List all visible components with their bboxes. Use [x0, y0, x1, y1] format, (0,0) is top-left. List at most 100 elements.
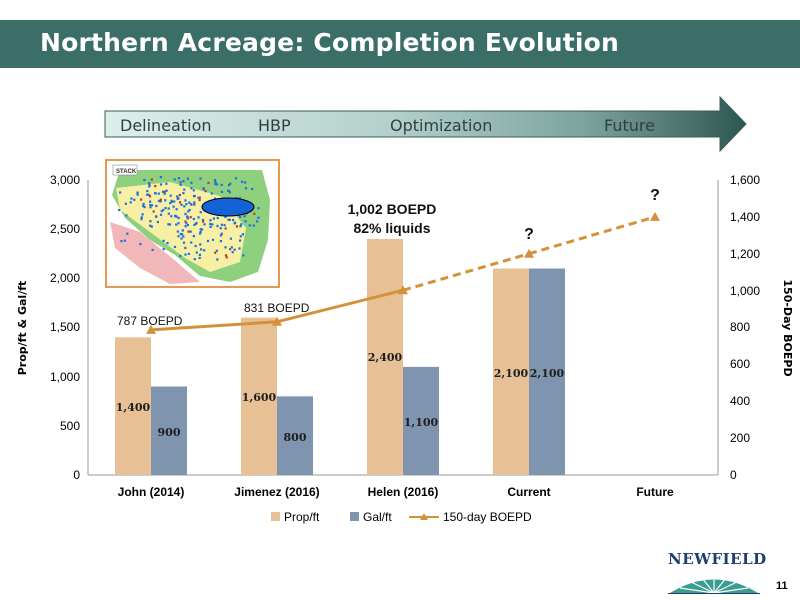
bar-label-gal-jimenez: 800 [284, 431, 307, 444]
bar-label-prop-john: 1,400 [116, 401, 151, 414]
map-well-point [235, 177, 238, 180]
map-well-point [190, 241, 193, 244]
map-well-point [192, 194, 196, 198]
map-well-point [149, 220, 152, 223]
map-well-point [177, 222, 180, 225]
map-well-point [133, 198, 136, 201]
stage-future: Future [604, 116, 655, 135]
logo-sunburst-icon [668, 576, 760, 594]
map-well-point [204, 190, 207, 193]
map-well-point [159, 198, 162, 201]
map-well-point [244, 187, 248, 190]
map-well-point [179, 181, 182, 184]
right-tick-label: 1,400 [730, 210, 760, 224]
bar-label-prop-jimenez: 1,600 [242, 391, 277, 404]
map-well-point [207, 181, 210, 184]
map-well-point [182, 235, 185, 238]
map-well-point [179, 254, 182, 257]
map-well-point [173, 245, 177, 248]
map-well-point [169, 202, 172, 205]
map-well-point [146, 193, 149, 196]
right-tick-label: 1,200 [730, 247, 760, 261]
bar-label-prop-current: 2,100 [494, 367, 529, 380]
map-well-point [163, 190, 166, 193]
chart-annotations: 787 BOEPD 831 BOEPD 1,002 BOEPD 82% liqu… [117, 187, 660, 328]
map-well-point [130, 197, 133, 200]
map-well-point [203, 249, 206, 252]
bar-gal-3 [529, 268, 565, 475]
map-well-point [162, 208, 165, 212]
map-well-point [198, 253, 201, 256]
map-well-point [165, 182, 168, 185]
map-well-point [216, 216, 219, 220]
right-tick-label: 800 [730, 320, 750, 334]
map-well-point [239, 215, 242, 219]
bar-series [115, 239, 565, 475]
slide-title: Northern Acreage: Completion Evolution [40, 28, 620, 57]
map-well-point [143, 206, 146, 209]
map-well-point [172, 205, 175, 208]
map-well-point [194, 244, 197, 248]
map-well-point [197, 196, 200, 199]
map-well-point [211, 238, 215, 241]
bar-gal-0 [151, 386, 187, 475]
boepd-line-segment-0 [150, 320, 278, 332]
map-well-point [220, 223, 223, 226]
map-well-point [210, 192, 213, 195]
map-well-point [189, 216, 192, 219]
legend-swatch-boepd-marker [420, 513, 428, 520]
map-well-point [170, 199, 173, 202]
map-well-point [233, 222, 236, 225]
left-tick-label: 2,000 [50, 271, 80, 285]
map-well-point [180, 203, 183, 206]
map-well-point [220, 183, 223, 187]
map-well-point [154, 192, 157, 195]
map-well-point [215, 183, 219, 186]
map-well-point [225, 256, 228, 259]
legend-label-gal: Gal/ft [363, 510, 392, 524]
map-well-point [155, 215, 158, 218]
bar-prop-3 [493, 268, 529, 475]
map-well-point [209, 222, 212, 226]
map-well-point [150, 204, 154, 207]
map-well-point [233, 248, 236, 251]
map-well-point [235, 196, 238, 200]
map-well-point [193, 201, 196, 204]
map-label: STACK [116, 169, 137, 175]
map-well-point [224, 227, 227, 230]
map-well-point [198, 232, 202, 235]
map-well-point [126, 232, 129, 235]
map-well-point [162, 248, 165, 251]
annotation-future-question: ? [650, 187, 660, 204]
annotation-john-boepd: 787 BOEPD [117, 314, 183, 328]
map-well-point [157, 199, 161, 202]
map-well-point [190, 187, 193, 190]
map-well-point [197, 216, 200, 219]
map-well-point [152, 210, 155, 213]
map-well-point [124, 202, 127, 205]
map-well-point [192, 235, 195, 238]
map-well-point [148, 184, 151, 187]
map-well-point [184, 199, 187, 202]
map-well-point [187, 230, 190, 233]
right-tick-label: 1,000 [730, 284, 760, 298]
bar-label-gal-current: 2,100 [530, 367, 565, 380]
map-well-point [224, 215, 227, 218]
map-well-point [148, 185, 151, 188]
legend-swatch-gal [350, 512, 359, 521]
map-well-point [209, 219, 212, 222]
map-well-point [243, 181, 247, 184]
map-well-point [176, 195, 179, 198]
boepd-line-segment-2 [402, 252, 530, 292]
map-well-point [193, 203, 196, 206]
map-well-point [140, 198, 143, 201]
boepd-line-series [146, 211, 660, 334]
map-well-point [193, 223, 196, 226]
map-well-point [227, 189, 230, 192]
right-tick-label: 400 [730, 394, 750, 408]
map-well-point [188, 201, 191, 204]
map-well-point [182, 180, 185, 183]
map-well-point [150, 178, 153, 181]
category-label: Helen (2016) [368, 485, 439, 499]
map-well-point [239, 225, 242, 228]
